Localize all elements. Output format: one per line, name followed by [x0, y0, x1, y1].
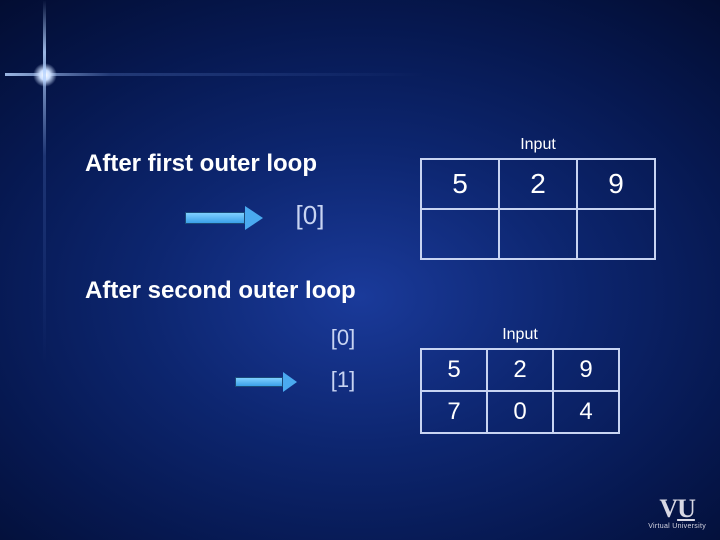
cell: 5 — [421, 159, 499, 209]
cell: 7 — [421, 391, 487, 433]
slide-content: After first outer loop [0] Input 5 2 9 A… — [85, 150, 680, 399]
table-label: Input — [420, 326, 620, 344]
cell — [577, 209, 655, 259]
index-label-1: [1] — [323, 367, 363, 393]
cell: 2 — [499, 159, 577, 209]
arrow-icon — [185, 206, 263, 230]
table-label: Input — [420, 136, 656, 154]
cell: 9 — [577, 159, 655, 209]
cell — [421, 209, 499, 259]
cell: 4 — [553, 391, 619, 433]
grid: 5 2 9 7 0 4 — [420, 348, 620, 434]
grid: 5 2 9 — [420, 158, 656, 260]
cell: 5 — [421, 349, 487, 391]
logo-subtitle: Virtual University — [648, 523, 706, 530]
arrow-icon — [235, 372, 297, 392]
cell: 9 — [553, 349, 619, 391]
table-first-loop: Input 5 2 9 — [420, 136, 656, 260]
cell — [499, 209, 577, 259]
index-label-0: [0] — [287, 200, 333, 231]
index-label-0b: [0] — [323, 325, 363, 351]
logo: VU Virtual University — [648, 496, 706, 530]
lens-flare — [25, 55, 65, 95]
heading-second-loop: After second outer loop — [85, 277, 375, 305]
cell: 2 — [487, 349, 553, 391]
cell: 0 — [487, 391, 553, 433]
table-second-loop: Input 5 2 9 7 0 4 — [420, 326, 620, 434]
logo-mark: VU — [648, 496, 706, 522]
